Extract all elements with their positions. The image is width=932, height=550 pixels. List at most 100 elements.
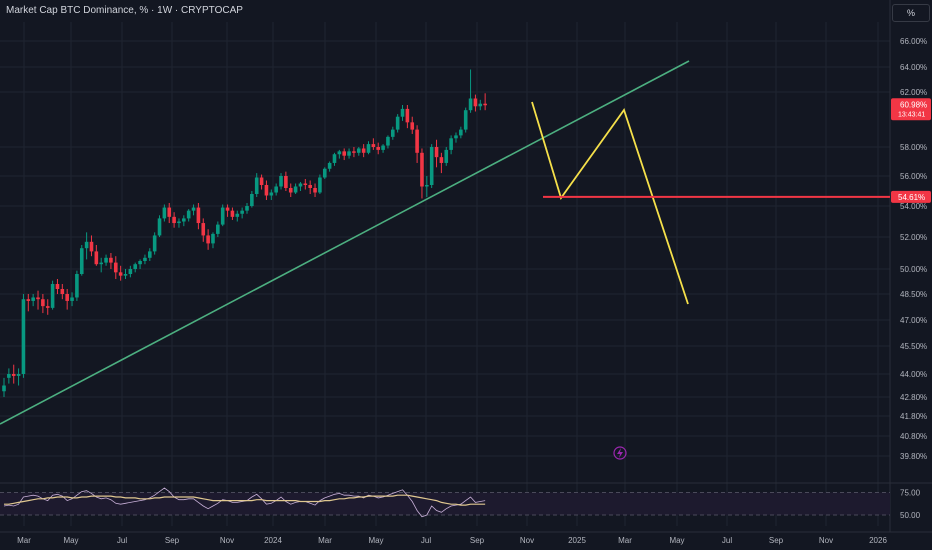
candle-body-36 — [177, 221, 181, 224]
candle-body-37 — [182, 218, 186, 222]
candle-body-60 — [293, 186, 298, 193]
time-tick-label-17: 2026 — [869, 536, 887, 545]
candle-body-64 — [313, 188, 317, 193]
candle-body-91 — [444, 149, 449, 163]
price-axis[interactable]: 66.00% 64.00% 62.00% 58.00% 56.00% 54.00% 52.0… — [900, 37, 927, 461]
candle-body-62 — [303, 183, 308, 185]
rsi-level-upper: 75.00 — [900, 489, 921, 498]
candle-body-82 — [400, 108, 405, 117]
candle-body-49 — [240, 210, 244, 214]
candle-body-4 — [21, 299, 26, 374]
candle-body-83 — [405, 108, 410, 123]
candle-body-28 — [138, 261, 142, 265]
candle-body-32 — [157, 218, 162, 236]
candle-body-90 — [439, 157, 444, 163]
candle-body-42 — [206, 235, 210, 244]
candle-body-25 — [123, 274, 128, 276]
price-tick-label-2: 62.00% — [900, 88, 927, 97]
candle-body-59 — [288, 188, 293, 193]
candle-body-1 — [7, 374, 11, 378]
candles — [2, 69, 487, 397]
candle-body-35 — [172, 216, 176, 224]
candle-body-6 — [31, 297, 35, 301]
price-tick-label-10: 45.50% — [900, 342, 927, 351]
candle-body-26 — [128, 269, 133, 274]
time-tick-label-14: Jul — [722, 536, 732, 545]
projection-path — [531, 101, 689, 305]
candle-body-40 — [196, 207, 201, 224]
candle-body-61 — [298, 183, 303, 187]
candle-body-97 — [473, 98, 478, 107]
price-tick-label-11: 44.00% — [900, 370, 927, 379]
price-tags: 60.98% 13:43:41 54.61% — [891, 98, 931, 203]
grid-lines — [0, 0, 932, 532]
candle-body-92 — [449, 138, 453, 150]
time-tick-label-7: May — [368, 536, 383, 545]
candle-body-81 — [395, 116, 400, 130]
candle-body-87 — [425, 185, 429, 187]
candle-body-96 — [468, 98, 473, 111]
candle-body-16 — [79, 248, 84, 274]
candle-body-12 — [60, 289, 65, 294]
candle-body-54 — [264, 185, 269, 196]
price-tick-label-5: 54.00% — [900, 202, 927, 211]
time-tick-label-4: Nov — [220, 536, 234, 545]
candle-body-73 — [356, 148, 361, 153]
candle-body-65 — [318, 177, 322, 193]
price-tick-label-14: 40.80% — [900, 432, 927, 441]
candle-body-9 — [45, 306, 50, 308]
candle-body-67 — [327, 162, 332, 169]
candle-body-76 — [371, 144, 376, 147]
candle-body-41 — [201, 223, 206, 236]
time-tick-label-0: Mar — [17, 536, 31, 545]
candle-body-89 — [434, 147, 439, 158]
rsi-ma-line — [4, 494, 486, 506]
time-tick-label-13: May — [669, 536, 684, 545]
current-price-value: 60.98% — [900, 100, 927, 109]
candle-body-45 — [220, 207, 225, 225]
candle-body-8 — [41, 299, 45, 307]
candle-body-24 — [118, 272, 123, 276]
time-tick-label-16: Nov — [819, 536, 833, 545]
price-tick-label-6: 52.00% — [900, 233, 927, 242]
candle-body-43 — [211, 233, 215, 244]
lightning-icon[interactable] — [613, 446, 627, 460]
time-tick-label-15: Sep — [769, 536, 784, 545]
candle-body-88 — [429, 147, 434, 185]
candle-body-70 — [342, 151, 346, 156]
support-price-value: 54.61% — [898, 193, 925, 202]
rsi-level-lower: 50.00 — [900, 511, 921, 520]
candle-body-57 — [279, 176, 283, 187]
candle-body-30 — [148, 251, 152, 258]
candle-body-86 — [420, 152, 424, 187]
candle-body-72 — [352, 151, 356, 153]
chart-title: Market Cap BTC Dominance, % · 1W · CRYPT… — [6, 5, 243, 16]
time-axis[interactable]: Mar May Jul Sep Nov 2024 Mar May Jul Sep Nov 2025 Ma… — [0, 531, 932, 545]
trendline-segment — [0, 60, 690, 425]
rsi-band — [0, 492, 890, 515]
lightning-icon-ring — [613, 446, 627, 460]
price-tick-label-7: 50.00% — [900, 265, 927, 274]
unit-button[interactable]: % — [892, 4, 930, 22]
candle-body-14 — [70, 297, 74, 301]
candle-body-13 — [65, 294, 69, 301]
price-tick-label-9: 47.00% — [900, 316, 927, 325]
candle-body-75 — [366, 144, 371, 153]
price-tick-label-12: 42.80% — [900, 393, 927, 402]
price-tick-label-13: 41.80% — [900, 412, 927, 421]
price-tick-label-8: 48.50% — [900, 290, 927, 299]
price-tick-label-15: 39.80% — [900, 452, 927, 461]
candle-body-0 — [2, 385, 6, 392]
candle-body-74 — [361, 148, 366, 153]
candle-body-21 — [104, 257, 108, 263]
time-tick-label-11: 2025 — [568, 536, 586, 545]
candle-body-31 — [152, 235, 157, 252]
candle-body-22 — [109, 257, 113, 263]
time-tick-label-3: Sep — [165, 536, 180, 545]
price-tick-label-1: 64.00% — [900, 63, 927, 72]
candle-body-10 — [50, 284, 55, 308]
candle-body-78 — [381, 145, 385, 150]
rsi-pane: 75.00 50.00 — [0, 487, 921, 520]
candle-body-94 — [459, 129, 463, 136]
